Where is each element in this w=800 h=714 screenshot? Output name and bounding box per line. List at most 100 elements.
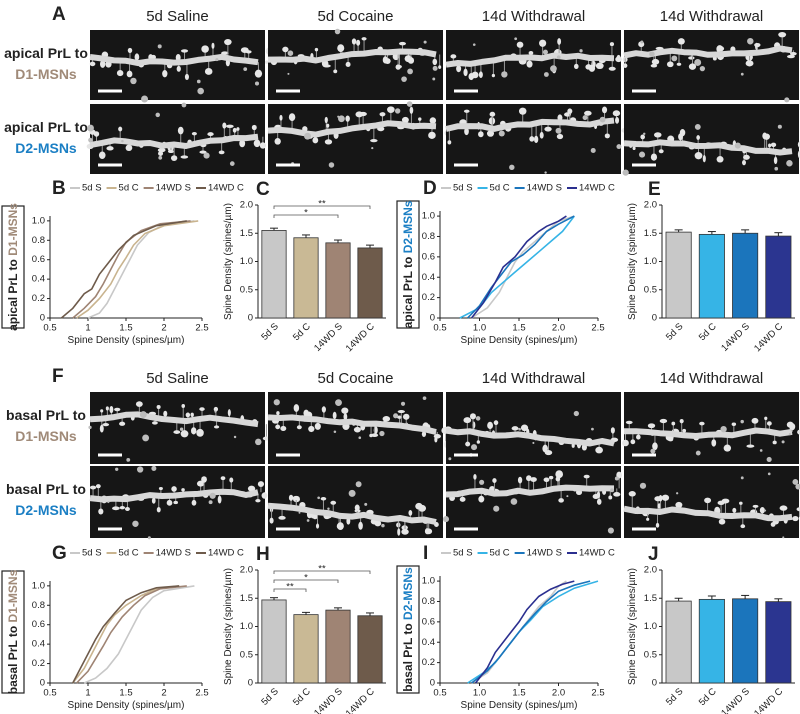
spine-head: [374, 520, 382, 527]
spine-head: [382, 416, 391, 422]
spine-head: [171, 486, 177, 492]
puncta: [782, 536, 785, 539]
spine-head: [740, 524, 746, 529]
spine-head: [324, 116, 328, 124]
puncta: [196, 79, 201, 84]
puncta: [471, 444, 478, 451]
legend-label: 5d S: [82, 548, 102, 559]
y-tick-label: 2.0: [240, 565, 253, 576]
y-tick-label: 0.5: [644, 284, 657, 295]
chart: J 0 0.5 1.0 1.5 2.0 Spine Density (spines/µm) 5…: [627, 544, 795, 714]
side-label-box: [396, 200, 420, 329]
spine-head: [330, 500, 337, 505]
puncta: [740, 419, 744, 424]
micrograph-background: [624, 466, 799, 538]
significance-bracket: [273, 205, 371, 209]
puncta: [543, 72, 549, 77]
spine-head: [615, 117, 620, 124]
puncta: [699, 65, 706, 72]
spine-head: [655, 522, 660, 528]
spine-head: [222, 122, 227, 129]
spine-head: [752, 504, 759, 508]
column-header: 14d Withdrawal: [660, 8, 763, 25]
spine-head: [797, 429, 800, 435]
x-tick-label: 1.5: [119, 323, 132, 334]
row-label-target: D1-MSNs: [15, 428, 77, 444]
spine-head: [556, 133, 564, 140]
cdf-line: [83, 585, 195, 684]
y-tick-label: 1.0: [32, 215, 45, 226]
spine-head: [191, 499, 197, 506]
spine-head: [321, 406, 326, 413]
spine-head: [324, 139, 333, 145]
spine-head: [345, 115, 350, 122]
panel-letter: F: [52, 366, 64, 387]
spine-head: [204, 68, 213, 75]
puncta: [306, 519, 310, 522]
puncta: [774, 166, 779, 171]
spine-head: [773, 156, 778, 165]
y-tick-label: 0.6: [422, 616, 435, 627]
spine-head: [314, 422, 321, 430]
spine-head: [478, 131, 484, 138]
spine-head: [201, 476, 207, 483]
spine-head: [704, 497, 712, 504]
spine-head: [370, 138, 378, 143]
micrograph-background: [268, 104, 443, 174]
puncta: [107, 501, 110, 504]
spine-head: [257, 481, 265, 487]
spine-head: [529, 136, 535, 142]
column-header: 5d Saline: [146, 370, 209, 387]
spine-head: [134, 53, 140, 61]
puncta: [550, 65, 557, 72]
side-label-box: [1, 570, 25, 694]
spine-head: [314, 47, 319, 52]
chart: B00.20.40.60.81.0Cumulative Distribution…: [1, 178, 244, 346]
puncta: [694, 59, 702, 66]
x-tick-label: 0.5: [433, 323, 446, 334]
spine-head: [478, 495, 485, 503]
spine-head: [358, 521, 363, 530]
spine-head: [717, 46, 725, 52]
side-label-target: D1-MSNs: [6, 569, 20, 622]
cdf-line: [72, 585, 180, 684]
spine-head: [797, 150, 800, 159]
column-header: 14d Withdrawal: [482, 370, 585, 387]
puncta: [788, 432, 791, 436]
spine-head: [651, 58, 660, 65]
bar: [698, 233, 725, 319]
spine-head: [694, 152, 703, 160]
spine-head: [354, 504, 360, 511]
puncta: [255, 438, 262, 446]
spine-head: [226, 124, 234, 129]
column-header: 5d Cocaine: [318, 370, 394, 387]
spine-head: [539, 39, 547, 47]
puncta: [781, 440, 785, 444]
spine-head: [276, 411, 280, 416]
spine-head: [429, 117, 437, 125]
dendrite: [89, 411, 259, 428]
bar: [325, 609, 351, 684]
spine-head: [766, 421, 772, 426]
spine-head: [217, 495, 222, 504]
puncta: [355, 481, 362, 488]
puncta: [126, 457, 131, 462]
spine-head: [438, 65, 442, 69]
legend-label: 5d S: [82, 183, 102, 194]
puncta: [650, 448, 656, 454]
spine-head: [596, 498, 602, 505]
x-tick-label: 2.0: [552, 688, 565, 699]
side-label: apical PrL to D2-MSNs: [401, 200, 415, 328]
x-tick-label: 5d S: [664, 686, 686, 708]
x-tick-label: 14WD S: [719, 321, 752, 354]
cdf-line: [60, 220, 187, 319]
spine-head: [592, 493, 600, 500]
spine-head: [396, 415, 403, 419]
spine-head: [254, 69, 263, 78]
spine-head: [518, 107, 527, 115]
puncta: [777, 124, 782, 129]
spine-head: [247, 485, 256, 492]
spine-head: [588, 64, 596, 72]
panel-letter: J: [648, 544, 659, 565]
side-label: basal PrL to D2-MSNs: [401, 567, 415, 692]
